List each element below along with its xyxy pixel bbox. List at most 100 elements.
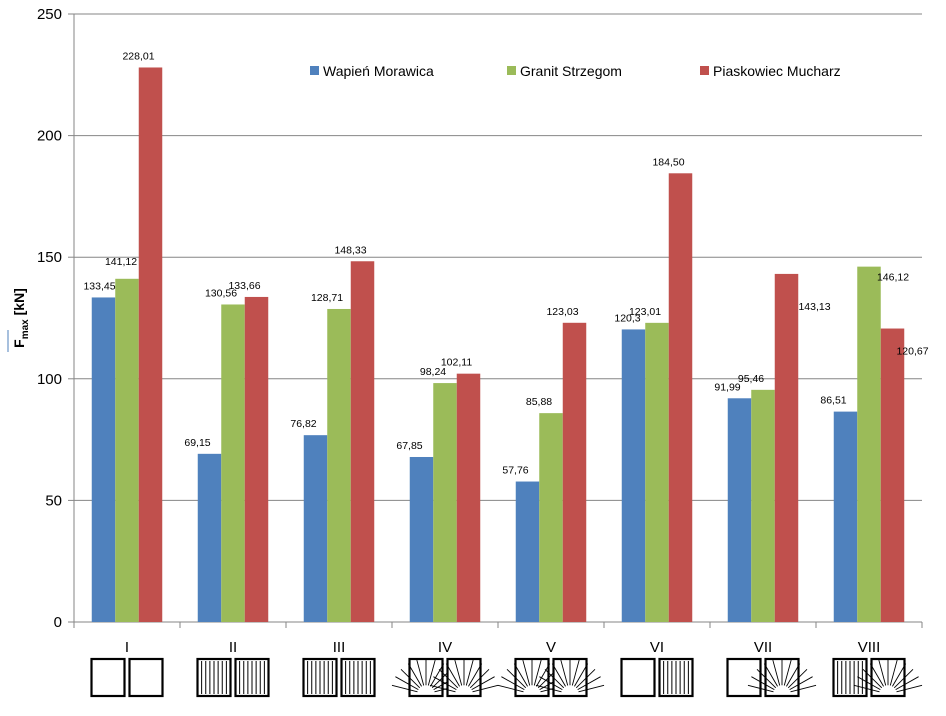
pattern-box <box>726 657 762 698</box>
pattern-line <box>889 659 898 686</box>
pattern-line <box>429 684 456 693</box>
data-label: 120,67 <box>896 346 928 358</box>
data-label: 120,3 <box>614 312 640 324</box>
pattern-line <box>497 684 524 693</box>
bar <box>727 398 752 622</box>
pattern-line <box>433 676 457 691</box>
pattern-line <box>536 663 551 687</box>
bar <box>857 266 881 622</box>
bar <box>668 173 693 622</box>
pattern-line <box>878 659 887 686</box>
pattern-line <box>772 659 781 686</box>
pattern-line <box>416 659 425 686</box>
pattern-line <box>862 668 883 689</box>
legend-label: Piaskowiec Mucharz <box>713 63 841 79</box>
pattern-line <box>407 663 422 687</box>
bar <box>433 383 457 622</box>
legend-swatch <box>700 66 709 75</box>
pattern-line <box>869 663 884 687</box>
data-label: 86,51 <box>820 395 846 407</box>
pattern-line <box>469 668 490 689</box>
data-label: 184,50 <box>652 156 684 168</box>
pattern-line <box>853 684 880 693</box>
pattern-line <box>747 684 774 693</box>
pattern-line <box>783 659 792 686</box>
data-label: 95,46 <box>738 373 764 385</box>
data-label: 76,82 <box>290 418 316 430</box>
data-label: 133,66 <box>228 280 260 292</box>
x-tick-label: IV <box>438 639 452 656</box>
pattern-line <box>896 684 923 693</box>
pattern-line <box>535 684 562 693</box>
pattern-line <box>551 663 566 687</box>
bar <box>303 435 328 622</box>
y-tick-label: 150 <box>37 249 62 266</box>
bar <box>833 411 858 622</box>
pattern-line <box>751 676 775 691</box>
bar <box>645 322 669 622</box>
pattern-line <box>506 668 527 689</box>
pattern-line <box>857 676 881 691</box>
pattern-line <box>522 659 531 686</box>
data-label: 146,12 <box>877 272 909 284</box>
pattern-line <box>400 668 421 689</box>
y-tick-label: 0 <box>54 614 62 631</box>
pattern-line <box>763 663 778 687</box>
pattern-line <box>786 663 801 687</box>
bar <box>751 389 775 622</box>
pattern-line <box>471 676 495 691</box>
pattern-line <box>575 668 596 689</box>
bar <box>562 322 587 622</box>
bar <box>409 456 434 622</box>
pattern-line <box>892 663 907 687</box>
x-tick-label: I <box>125 639 129 656</box>
bar <box>91 297 116 622</box>
data-label: 57,76 <box>502 465 528 477</box>
pattern-box <box>128 657 164 698</box>
pattern-line <box>790 684 817 693</box>
data-label: 143,13 <box>798 301 830 313</box>
data-label: 67,85 <box>396 440 422 452</box>
bar <box>221 304 245 622</box>
data-label: 133,45 <box>83 280 115 292</box>
data-label: 123,01 <box>629 306 661 318</box>
pattern-line <box>427 659 436 686</box>
bar <box>115 278 139 622</box>
pattern-line <box>472 684 499 693</box>
pattern-line <box>578 684 605 693</box>
bar <box>197 453 222 622</box>
legend-label: Wapień Morawica <box>323 63 434 79</box>
pattern-line <box>756 668 777 689</box>
pattern-box <box>620 657 656 698</box>
pattern-line <box>445 663 460 687</box>
y-tick-label: 50 <box>45 492 62 509</box>
data-label: 228,01 <box>122 50 154 62</box>
bar <box>456 373 481 622</box>
pattern-line <box>787 668 808 689</box>
x-tick-label: II <box>229 639 237 656</box>
data-label: 85,88 <box>526 396 552 408</box>
data-label: 102,11 <box>441 357 472 369</box>
pattern-line <box>430 663 445 687</box>
y-tick-label: 200 <box>37 128 62 145</box>
pattern-line <box>544 668 565 689</box>
pattern-line <box>574 663 589 687</box>
data-label: 128,71 <box>311 292 343 304</box>
pattern-line <box>465 659 474 686</box>
pattern-line <box>501 676 525 691</box>
x-tick-label: III <box>333 639 346 656</box>
pattern-box <box>90 657 126 698</box>
pattern-line <box>533 659 542 686</box>
pattern-line <box>895 676 919 691</box>
data-label: 123,03 <box>546 306 578 318</box>
bar <box>350 261 375 622</box>
bar <box>327 308 351 622</box>
pattern-line <box>454 659 463 686</box>
x-tick-label: VIII <box>858 639 881 656</box>
pattern-line <box>395 676 419 691</box>
bar <box>244 296 269 622</box>
pattern-line <box>438 668 459 689</box>
pattern-line <box>391 684 418 693</box>
bar <box>621 329 646 622</box>
